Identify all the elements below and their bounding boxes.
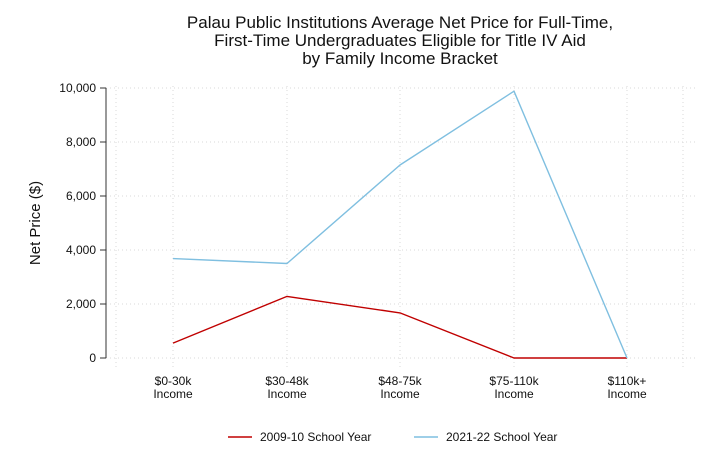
x-tick-label: Income bbox=[153, 387, 193, 401]
x-tick-label: Income bbox=[267, 387, 307, 401]
y-tick-label: 8,000 bbox=[66, 135, 96, 149]
x-axis-ticks: $0-30kIncome$30-48kIncome$48-75kIncome$7… bbox=[153, 374, 647, 401]
series-lines bbox=[172, 90, 628, 359]
y-axis-ticks: 0 2,000 4,000 6,000 8,000 10,000 bbox=[59, 81, 106, 365]
x-tick-label: $110k+ bbox=[608, 374, 647, 388]
legend: 2009-10 School Year 2021-22 School Year bbox=[228, 430, 557, 444]
chart-title-line: First-Time Undergraduates Eligible for T… bbox=[214, 31, 586, 50]
series-line-2 bbox=[172, 90, 628, 359]
chart-title-line: Palau Public Institutions Average Net Pr… bbox=[186, 13, 614, 32]
x-tick-label: $75-110k bbox=[489, 374, 539, 388]
legend-label: 2021-22 School Year bbox=[446, 430, 557, 444]
legend-label: 2009-10 School Year bbox=[260, 430, 371, 444]
x-tick-label: Income bbox=[607, 387, 647, 401]
x-tick-label: $0-30k bbox=[155, 374, 193, 388]
x-tick-label: $30-48k bbox=[265, 374, 309, 388]
x-tick-label: Income bbox=[494, 387, 534, 401]
x-tick-label: Income bbox=[380, 387, 420, 401]
y-tick-label: 4,000 bbox=[66, 243, 96, 257]
gridlines bbox=[106, 86, 696, 370]
x-tick-label: $48-75k bbox=[378, 374, 422, 388]
chart-title: Palau Public Institutions Average Net Pr… bbox=[170, 14, 630, 68]
y-axis-label: Net Price ($) bbox=[27, 181, 44, 265]
chart-title-line: by Family Income Bracket bbox=[302, 49, 498, 68]
y-tick-label: 10,000 bbox=[59, 81, 96, 95]
series-line-1 bbox=[172, 295, 627, 359]
y-tick-label: 0 bbox=[89, 351, 96, 365]
y-tick-label: 2,000 bbox=[66, 297, 96, 311]
y-tick-label: 6,000 bbox=[66, 189, 96, 203]
